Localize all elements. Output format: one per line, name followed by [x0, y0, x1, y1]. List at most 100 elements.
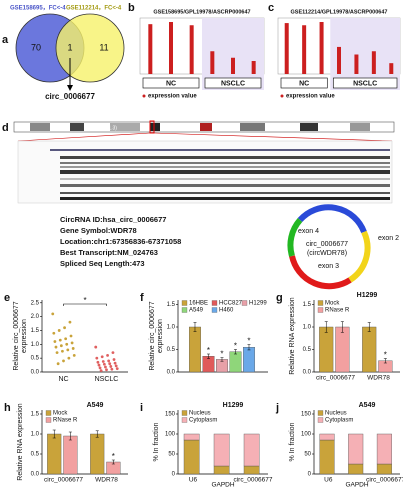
legend-swatch: [241, 300, 248, 306]
y-tick-label: 0.0: [303, 370, 312, 376]
chart-title: GSE158695/GPL19978/ASCRP000647: [153, 9, 250, 15]
circ-diagram: [287, 204, 371, 290]
legend-marker: [280, 94, 284, 98]
dot: [115, 367, 119, 371]
y-tick-label: 100: [301, 432, 312, 438]
y-axis-label: expression: [157, 319, 164, 353]
y-axis-label: % In fraction: [289, 422, 296, 461]
legend-label: Nucleus: [189, 411, 211, 417]
legend-label: RNase R: [325, 308, 350, 314]
dot: [59, 344, 63, 348]
y-axis-label: Relative circ_0006677: [149, 301, 156, 370]
x-tick-label: U6: [324, 477, 333, 484]
arrow-head: [67, 85, 73, 91]
bar: [229, 351, 242, 373]
panel-label: b: [128, 2, 135, 14]
group-box: [142, 77, 200, 89]
panel-label: j: [275, 402, 279, 414]
venn-count: 1: [67, 42, 72, 52]
error-bar: [95, 430, 99, 438]
bar: [302, 25, 307, 74]
legend-label: 16HBE: [189, 301, 208, 307]
info-line: Spliced Seq Length:473: [60, 259, 145, 268]
significance: *: [112, 452, 115, 461]
chart-title: H1299: [357, 292, 378, 299]
dot: [106, 353, 109, 357]
circ-name: (circWDR78): [307, 250, 347, 257]
dot: [70, 341, 74, 345]
legend-swatch: [181, 300, 188, 306]
group-label: NC: [299, 80, 309, 87]
legend-swatch: [317, 300, 324, 306]
dot: [64, 337, 68, 341]
x-tick-label: circ_0006677: [44, 477, 83, 484]
legend-label: expression value: [286, 94, 335, 100]
legend-swatch: [211, 307, 218, 313]
info-line: Gene Symbol:WDR78: [60, 226, 137, 235]
dot: [107, 359, 111, 363]
y-tick-label: 0: [308, 472, 312, 478]
legend-swatch: [181, 410, 188, 416]
x-tick-label: circ_0006677: [366, 477, 403, 484]
legend-label: A549: [189, 308, 204, 314]
dot: [94, 345, 98, 349]
bar: [376, 463, 392, 475]
y-tick-label: 50: [168, 452, 175, 458]
significance: *: [247, 337, 250, 346]
venn-result: circ_0006677: [45, 92, 95, 101]
x-tick-label: WDR78: [95, 477, 118, 484]
legend-swatch: [45, 417, 52, 423]
dot: [101, 360, 105, 363]
legend-swatch: [181, 307, 188, 313]
legend-label: Cytoplasm: [189, 418, 217, 424]
error-bar: [324, 321, 328, 333]
legend-label: RNase R: [53, 418, 78, 424]
group-label: NC: [166, 80, 176, 87]
bar: [243, 465, 260, 475]
dot: [113, 361, 117, 365]
bar: [251, 61, 256, 74]
venn-circle: [55, 13, 125, 83]
bar: [169, 22, 173, 74]
dot: [61, 349, 64, 353]
legend-swatch: [45, 410, 52, 416]
y-tick-label: 0: [172, 472, 176, 478]
dot: [53, 340, 57, 343]
genome-browser: [13, 120, 395, 204]
x-tick-label: GAPDH: [211, 482, 234, 489]
bar: [354, 54, 359, 74]
dot: [69, 334, 73, 338]
bar: [231, 57, 235, 74]
venn-count: 11: [99, 42, 108, 52]
group-label: NSCLC: [353, 80, 377, 87]
y-tick-label: 50: [304, 452, 311, 458]
y-tick-label: 1.5: [31, 412, 40, 418]
dot: [51, 312, 55, 316]
y-tick-label: 0.5: [31, 452, 40, 458]
dot: [112, 358, 116, 361]
dot: [108, 362, 112, 366]
dot: [99, 369, 103, 373]
chart-title: A549: [359, 402, 376, 409]
bar: [362, 326, 377, 373]
dot: [56, 362, 60, 366]
dot: [57, 329, 61, 332]
y-tick-label: 1.0: [31, 432, 40, 438]
bar: [335, 326, 350, 373]
bar: [319, 22, 324, 74]
panel-label: g: [276, 292, 283, 304]
bar: [189, 326, 201, 373]
legend-marker: [142, 94, 146, 98]
venn-count: 70: [31, 42, 41, 52]
y-tick-label: 0.0: [31, 472, 40, 478]
x-tick-label: U6: [189, 477, 198, 484]
y-tick-label: 0.0: [167, 370, 176, 376]
error-bar: [206, 353, 210, 359]
x-tick-label: NSCLC: [95, 376, 119, 383]
dot: [66, 348, 70, 352]
y-axis-label: Relative RNA expression: [289, 297, 296, 375]
venn-left-title: GSE158695，FC<-4: [10, 6, 66, 12]
y-tick-label: 1.5: [31, 328, 40, 334]
error-bar: [233, 349, 237, 355]
significance: *: [384, 351, 387, 360]
